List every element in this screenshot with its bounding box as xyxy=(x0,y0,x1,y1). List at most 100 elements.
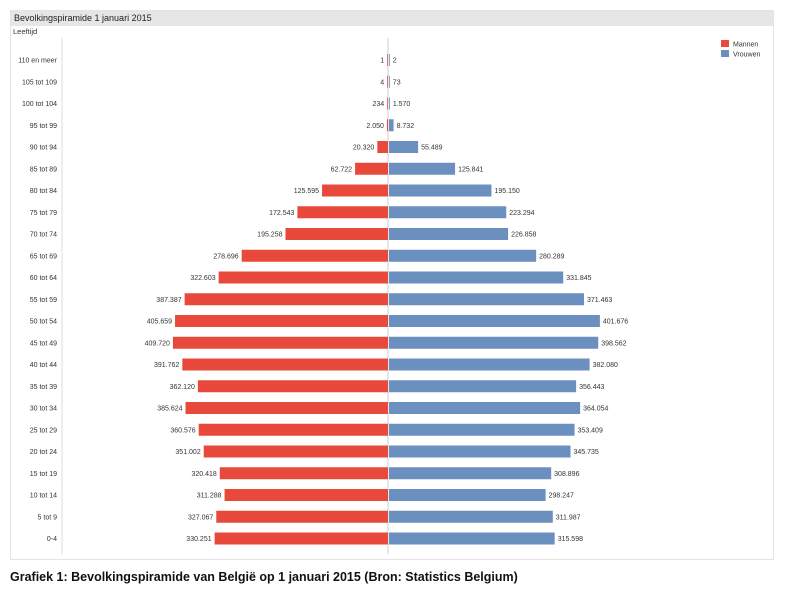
data-label-vrouwen: 73 xyxy=(393,79,401,86)
bar-vrouwen xyxy=(389,293,585,306)
data-label-vrouwen: 364.054 xyxy=(583,406,608,413)
bar-vrouwen xyxy=(389,54,390,66)
bar-mannen xyxy=(197,380,388,393)
data-label-vrouwen: 345.735 xyxy=(574,449,599,456)
bar-mannen xyxy=(198,423,388,436)
bar-vrouwen xyxy=(389,75,390,88)
legend-swatch-mannen xyxy=(721,40,729,47)
bar-mannen xyxy=(224,489,388,501)
data-label-vrouwen: 2 xyxy=(393,58,397,65)
tick-label-age: 35 tot 39 xyxy=(30,384,57,391)
data-label-vrouwen: 398.562 xyxy=(601,340,626,347)
bar-mannen xyxy=(203,445,388,458)
data-label-vrouwen: 226.858 xyxy=(511,232,536,239)
data-label-mannen: 278.696 xyxy=(213,253,238,260)
data-label-mannen: 172.543 xyxy=(269,210,294,217)
chart-frame: Bevolkingspiramide 1 januari 2015 Leefti… xyxy=(10,10,774,560)
bar-vrouwen xyxy=(389,141,419,153)
bar-vrouwen xyxy=(389,206,507,219)
tick-label-age: 50 tot 54 xyxy=(30,319,57,326)
tick-label-age: 0-4 xyxy=(47,536,57,543)
data-label-vrouwen: 1.570 xyxy=(393,101,411,108)
data-label-mannen: 385.624 xyxy=(157,406,182,413)
bar-mannen xyxy=(214,532,388,545)
tick-label-age: 100 tot 104 xyxy=(22,101,57,108)
bar-vrouwen xyxy=(389,336,599,349)
data-label-mannen: 360.576 xyxy=(170,427,195,434)
data-label-vrouwen: 315.598 xyxy=(558,536,583,543)
data-label-mannen: 234 xyxy=(373,101,385,108)
bar-mannen xyxy=(377,141,388,153)
bar-mannen xyxy=(241,249,388,262)
bar-vrouwen xyxy=(389,445,571,458)
data-label-vrouwen: 331.845 xyxy=(566,275,591,282)
bar-vrouwen xyxy=(389,162,456,175)
data-label-vrouwen: 401.676 xyxy=(603,319,628,326)
tick-label-age: 65 tot 69 xyxy=(30,253,57,260)
data-label-vrouwen: 311.987 xyxy=(556,514,581,521)
bar-mannen xyxy=(216,510,388,523)
bar-vrouwen xyxy=(389,358,590,371)
bar-mannen xyxy=(184,293,388,306)
bar-vrouwen xyxy=(389,315,600,327)
bar-vrouwen xyxy=(389,249,537,262)
tick-label-age: 25 tot 29 xyxy=(30,427,57,434)
data-label-mannen: 2.050 xyxy=(366,123,384,130)
chart-title: Bevolkingspiramide 1 januari 2015 xyxy=(14,13,152,23)
bar-mannen xyxy=(285,228,388,240)
tick-label-age: 30 tot 34 xyxy=(30,406,57,413)
data-label-mannen: 320.418 xyxy=(191,471,216,478)
bar-mannen xyxy=(387,54,388,66)
data-label-vrouwen: 195.150 xyxy=(494,188,519,195)
bar-mannen xyxy=(387,75,388,88)
data-label-mannen: 362.120 xyxy=(170,384,195,391)
data-label-vrouwen: 356.443 xyxy=(579,384,604,391)
figure-caption: Grafiek 1: Bevolkingspiramide van België… xyxy=(10,570,518,584)
bar-vrouwen xyxy=(389,510,553,523)
tick-label-age: 60 tot 64 xyxy=(30,275,57,282)
data-label-mannen: 311.288 xyxy=(197,493,222,500)
data-label-mannen: 4 xyxy=(380,79,384,86)
tick-label-age: 5 tot 9 xyxy=(38,514,58,521)
tick-label-age: 40 tot 44 xyxy=(30,362,57,369)
tick-label-age: 80 tot 84 xyxy=(30,188,57,195)
data-label-vrouwen: 125.841 xyxy=(458,166,483,173)
bar-vrouwen xyxy=(389,423,575,436)
legend-label-mannen: Mannen xyxy=(733,42,758,49)
data-label-vrouwen: 223.294 xyxy=(509,210,534,217)
data-label-mannen: 322.603 xyxy=(190,275,215,282)
bar-vrouwen xyxy=(389,97,390,110)
data-label-mannen: 327.067 xyxy=(188,514,213,521)
data-label-vrouwen: 8.732 xyxy=(397,123,415,130)
bar-mannen xyxy=(175,315,388,327)
data-label-mannen: 387.387 xyxy=(156,297,181,304)
data-label-vrouwen: 55.489 xyxy=(421,145,443,152)
data-label-mannen: 330.251 xyxy=(186,536,211,543)
tick-label-age: 85 tot 89 xyxy=(30,166,57,173)
bar-mannen xyxy=(297,206,388,219)
y-axis-label: Leeftijd xyxy=(13,27,37,36)
data-label-vrouwen: 353.409 xyxy=(578,427,603,434)
bar-mannen xyxy=(172,336,388,349)
population-pyramid-chart: Leeftijd 110 en meer 1 2 105 tot 109 4 73 100 t… xyxy=(13,27,760,554)
bar-vrouwen xyxy=(389,380,577,393)
data-label-mannen: 351.002 xyxy=(175,449,200,456)
data-label-vrouwen: 382.080 xyxy=(593,362,618,369)
bar-vrouwen xyxy=(389,228,509,240)
bar-vrouwen xyxy=(389,467,552,480)
data-label-mannen: 20.320 xyxy=(353,145,375,152)
data-label-mannen: 409.720 xyxy=(145,340,170,347)
bar-mannen xyxy=(185,402,388,414)
tick-label-age: 45 tot 49 xyxy=(30,340,57,347)
tick-label-age: 70 tot 74 xyxy=(30,232,57,239)
bar-mannen xyxy=(218,271,388,284)
data-label-vrouwen: 371.463 xyxy=(587,297,612,304)
data-label-mannen: 195.258 xyxy=(257,232,282,239)
tick-label-age: 105 tot 109 xyxy=(22,79,57,86)
legend-swatch-vrouwen xyxy=(721,50,729,57)
bar-mannen xyxy=(386,119,388,132)
data-label-mannen: 405.659 xyxy=(147,319,172,326)
tick-label-age: 110 en meer xyxy=(18,58,57,65)
bar-mannen xyxy=(182,358,388,371)
bar-vrouwen xyxy=(389,271,564,284)
